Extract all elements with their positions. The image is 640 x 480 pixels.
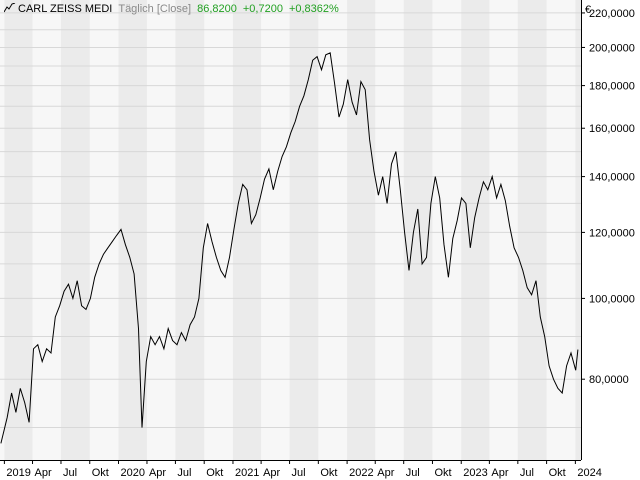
y-tick-label: 120,0000	[589, 227, 635, 239]
line-chart-icon	[4, 3, 16, 13]
x-tick-label: Jul	[63, 467, 77, 479]
x-tick-label: Okt	[320, 467, 337, 479]
instrument-name: CARL ZEISS MEDI	[18, 3, 113, 15]
x-tick-label: 2022	[349, 467, 373, 479]
quarter-band	[517, 0, 547, 460]
x-tick-label: Apr	[35, 467, 52, 479]
y-tick-label: 160,0000	[589, 123, 635, 135]
y-tick-label: 200,0000	[589, 42, 635, 54]
quarter-band	[347, 0, 376, 460]
x-tick-label: 2024	[577, 467, 601, 479]
quarter-band	[289, 0, 319, 460]
y-axis-unit-label: €	[585, 4, 591, 16]
x-tick-label: Jul	[177, 467, 191, 479]
last-price: 86,8200	[197, 3, 237, 15]
x-tick-label: Apr	[149, 467, 166, 479]
quarter-band	[175, 0, 205, 460]
quarter-band	[4, 0, 33, 460]
x-tick-label: 2019	[6, 467, 30, 479]
quarter-band	[118, 0, 147, 460]
price-change: +0,7200	[242, 3, 283, 15]
x-tick-label: Okt	[92, 467, 109, 479]
quarter-band	[403, 0, 433, 460]
x-tick-label: 2023	[463, 467, 487, 479]
chart-header: CARL ZEISS MEDI Täglich [Close] 86,8200 +0,…	[4, 3, 345, 15]
x-tick-label: Okt	[206, 467, 223, 479]
x-tick-label: Jul	[520, 467, 534, 479]
y-tick-label: 80,0000	[589, 374, 629, 386]
y-tick-label: 220,0000	[589, 8, 635, 20]
x-tick-label: Apr	[377, 467, 394, 479]
quarter-band	[575, 0, 581, 460]
quarter-band	[461, 0, 490, 460]
x-tick-label: Okt	[549, 467, 566, 479]
price-change-percent: +0,8362%	[288, 3, 339, 15]
y-tick-label: 100,0000	[589, 293, 635, 305]
x-tick-label: Apr	[491, 467, 508, 479]
quarter-band	[60, 0, 90, 460]
x-tick-label: 2020	[121, 467, 145, 479]
y-tick-label: 140,0000	[589, 172, 635, 184]
x-tick-label: Okt	[434, 467, 451, 479]
x-tick-label: Jul	[406, 467, 420, 479]
y-tick-label: 180,0000	[589, 81, 635, 93]
quarter-band	[232, 0, 262, 460]
x-tick-label: Jul	[292, 467, 306, 479]
x-tick-label: 2021	[235, 467, 259, 479]
chart-mode: Täglich [Close]	[118, 3, 192, 15]
price-series-line	[0, 52, 579, 444]
x-tick-label: Apr	[263, 467, 280, 479]
